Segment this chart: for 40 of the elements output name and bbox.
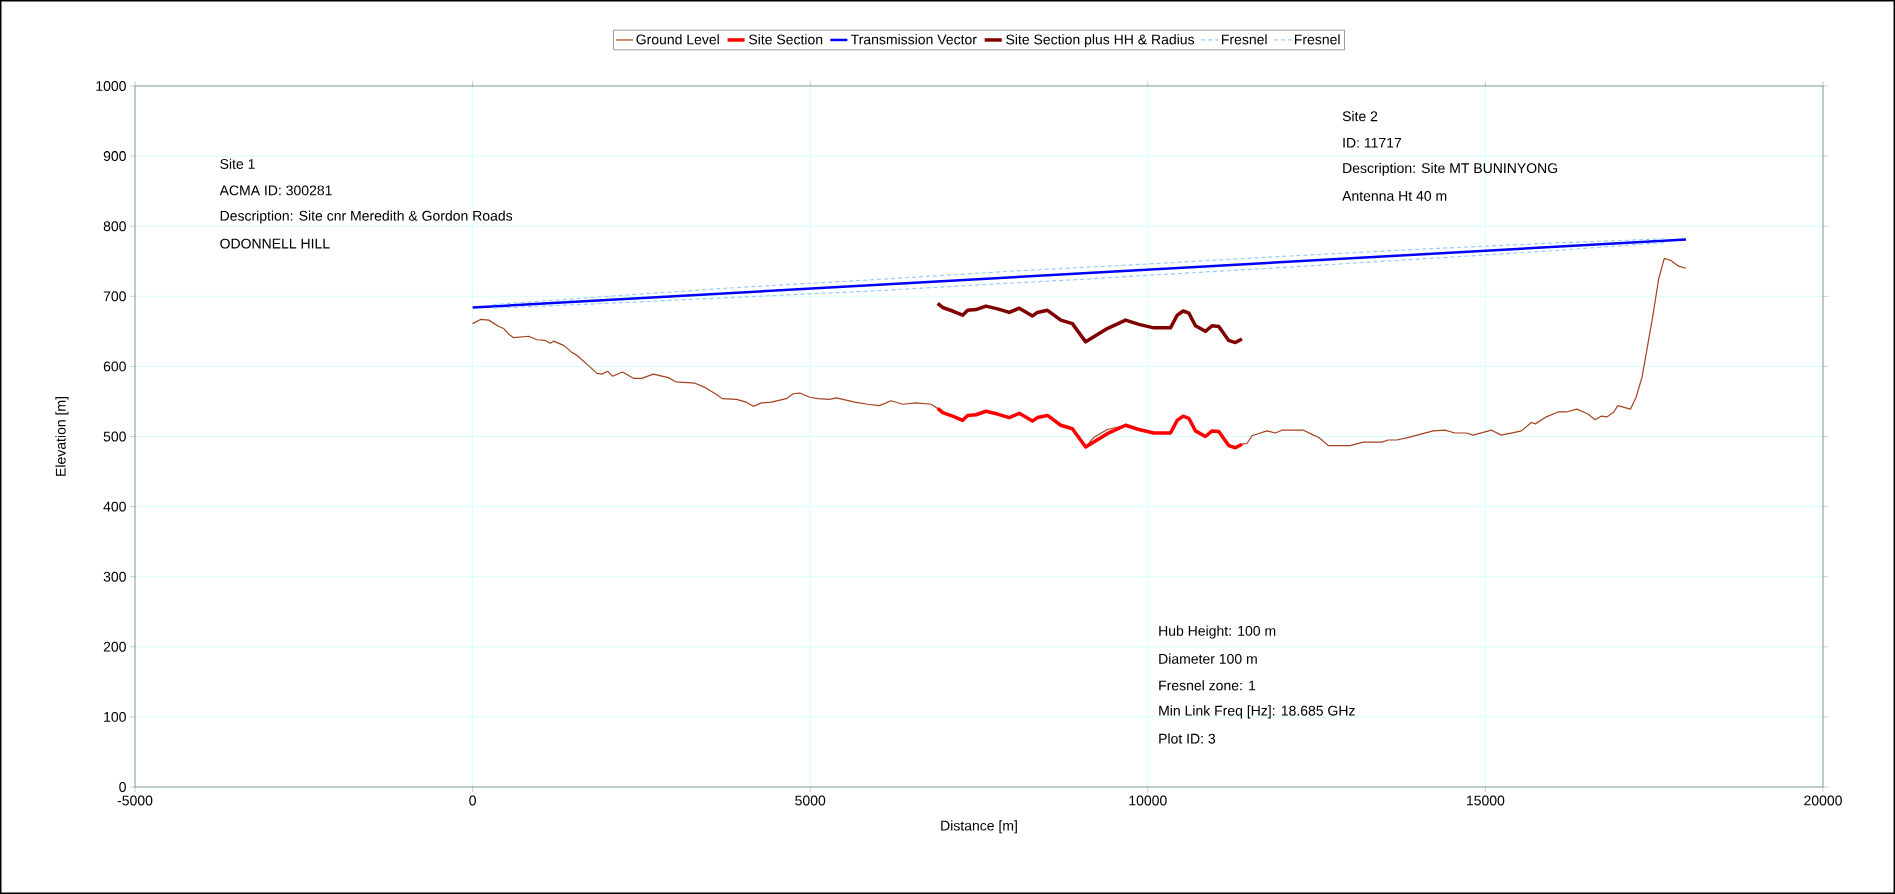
y-tick-label: 400 — [103, 501, 126, 512]
y-axis-title: Elevation [m] — [55, 397, 69, 476]
x-tick-label: 0 — [469, 795, 476, 806]
annotation: Antenna Ht 40 m — [1342, 190, 1447, 201]
y-tick-label: 300 — [103, 571, 126, 582]
annotation: ODONNELL HILL — [220, 238, 330, 249]
line-series — [935, 301, 1244, 345]
annotation: ACMA ID: 300281 — [219, 185, 332, 196]
annotation: ID: 11717 — [1343, 137, 1402, 148]
y-tick-label: 100 — [104, 711, 126, 722]
y-tick-label: 600 — [103, 361, 126, 372]
annotation: Hub Height: 100 m — [1159, 625, 1276, 639]
y-tick-label: 0 — [119, 782, 126, 792]
x-tick-label: 15000 — [1466, 795, 1505, 806]
legend-label: Transmission Vector — [850, 34, 977, 45]
y-tick-label: 700 — [103, 291, 126, 302]
x-axis-title: Distance [m] — [941, 820, 1017, 834]
annotation: Fresnel zone: 1 — [1159, 680, 1256, 691]
y-tick-label: 500 — [103, 431, 126, 442]
y-tick-label: 900 — [103, 151, 126, 162]
x-tick-label: 20000 — [1804, 795, 1842, 806]
x-tick-label: 5000 — [795, 795, 826, 806]
annotation: Site 1 — [220, 158, 255, 169]
annotation: Min Link Freq [Hz]: 18.685 GHz — [1159, 705, 1355, 719]
x-tick-label: 10000 — [1129, 795, 1167, 806]
annotation: Plot ID: 3 — [1159, 733, 1216, 744]
legend-label: Ground Level — [636, 34, 719, 45]
x-tick-label: -5000 — [117, 795, 153, 806]
annotation: Diameter 100 m — [1159, 653, 1257, 664]
legend-label: Fresnel — [1222, 34, 1267, 45]
legend-label: Fresnel — [1294, 34, 1340, 45]
legend-label: Site Section — [749, 34, 823, 45]
annotation: Site 2 — [1342, 110, 1378, 122]
line-series — [935, 406, 1244, 450]
y-tick-label: 200 — [103, 641, 126, 652]
annotation: Description: Site cnr Meredith & Gordon Roads — [220, 210, 513, 224]
legend-label: Site Section plus HH & Radius — [1006, 34, 1195, 48]
y-tick-label: 800 — [103, 221, 126, 232]
annotation: Description: Site MT BUNINYONG — [1343, 162, 1558, 176]
y-tick-label: 1000 — [96, 81, 126, 91]
